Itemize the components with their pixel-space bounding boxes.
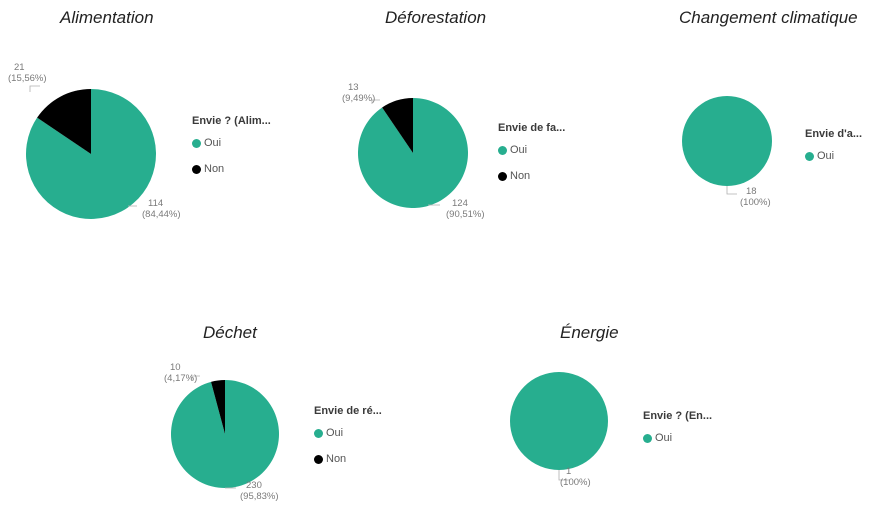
- legend-label: Oui: [655, 432, 672, 444]
- legend-dot-oui: [643, 434, 652, 443]
- legend-title: Envie ? (En...: [643, 410, 712, 422]
- legend: Envie ? (En... Oui: [643, 410, 712, 458]
- legend-item-oui[interactable]: Oui: [643, 432, 712, 444]
- pie-slice-oui[interactable]: [510, 372, 608, 470]
